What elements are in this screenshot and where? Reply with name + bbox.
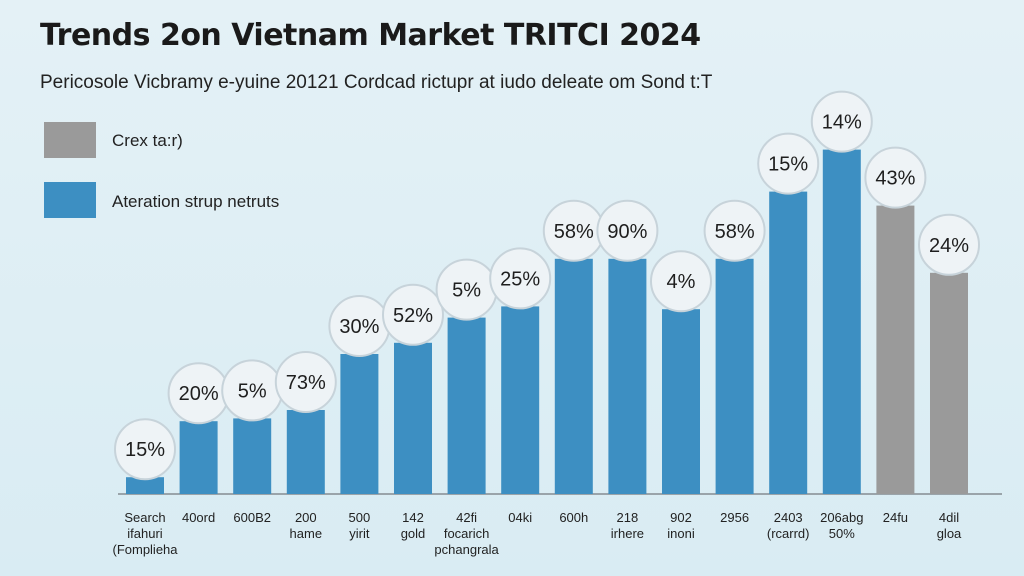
data-label-bubble-10 [596,199,659,262]
bar-7 [447,317,486,494]
bar-16 [930,272,968,494]
bar-12 [715,258,754,494]
data-label-bubble-15 [864,146,927,209]
bar-2 [179,421,218,494]
data-label-bubble-13 [757,132,820,195]
data-label-bubble-6 [382,283,444,346]
x-tick-label-10: 218 irhere [611,510,644,541]
x-tick-label-15: 24fu [883,510,908,525]
x-tick-label-8: 04ki [508,510,532,525]
bar-3 [233,418,272,494]
data-label-bubble-16 [918,213,980,276]
bar-5 [340,354,379,494]
data-label-7: 5% [452,280,481,302]
bar-10 [608,258,647,494]
chart-title: Trends 2on Vietnam Market TRITCI 2024 [40,18,701,53]
bar-8 [501,306,540,494]
x-tick-label-7: 42fi focarich pchangrala [434,510,499,557]
data-label-3: 5% [238,380,267,402]
x-tick-label-14: 206abg 50% [820,510,863,541]
legend-label-gray: Crex ta:r) [112,131,183,150]
x-tick-label-11: 902 inoni [667,510,695,541]
bar-15 [876,205,915,494]
legend-label-blue: Ateration strup netruts [112,192,280,211]
data-label-8: 25% [500,268,540,290]
data-label-bubble-14 [810,90,873,153]
data-label-10: 90% [607,221,647,243]
x-tick-label-9: 600h [559,510,588,525]
data-label-12: 58% [715,221,755,243]
data-label-1: 15% [125,439,165,461]
x-tick-label-3: 600B2 [233,510,271,525]
x-tick-label-16: 4dil gloa [937,510,962,541]
x-tick-label-4: 200 hame [290,510,323,541]
x-tick-label-5: 500 yirit [349,510,371,541]
bar-9 [554,258,593,494]
data-label-4: 73% [286,372,326,394]
data-label-bubble-1 [114,418,176,481]
data-label-2: 20% [179,383,219,405]
bar-6 [394,342,432,494]
x-tick-label-6: 142 gold [401,510,426,541]
bar-1 [126,477,164,494]
x-tick-label-1: Search ifahuri (Fomplieha [112,510,178,557]
data-label-bubble-4 [274,351,337,413]
data-label-13: 15% [768,154,808,176]
x-tick-label-2: 40ord [182,510,215,525]
legend-swatch-gray [44,122,96,158]
x-tick-label-12: 2956 [720,510,749,525]
chart-subtitle: Pericosole Vicbramy e-yuine 20121 Cordca… [40,72,713,93]
bar-14 [822,149,861,494]
bar-11 [662,309,700,494]
legend-swatch-blue [44,182,96,218]
data-label-6: 52% [393,305,433,327]
data-label-bubble-12 [703,199,766,262]
data-label-15: 43% [875,168,915,190]
data-label-bubble-11 [650,250,712,313]
data-label-bubble-8 [489,247,552,310]
bar-4 [286,410,325,494]
data-label-5: 30% [339,316,379,338]
data-label-9: 58% [554,221,594,243]
x-tick-label-13: 2403 (rcarrd) [767,510,810,541]
data-label-14: 14% [822,112,862,134]
data-label-11: 4% [667,271,696,293]
data-label-16: 24% [929,235,969,257]
bar-13 [769,191,808,494]
